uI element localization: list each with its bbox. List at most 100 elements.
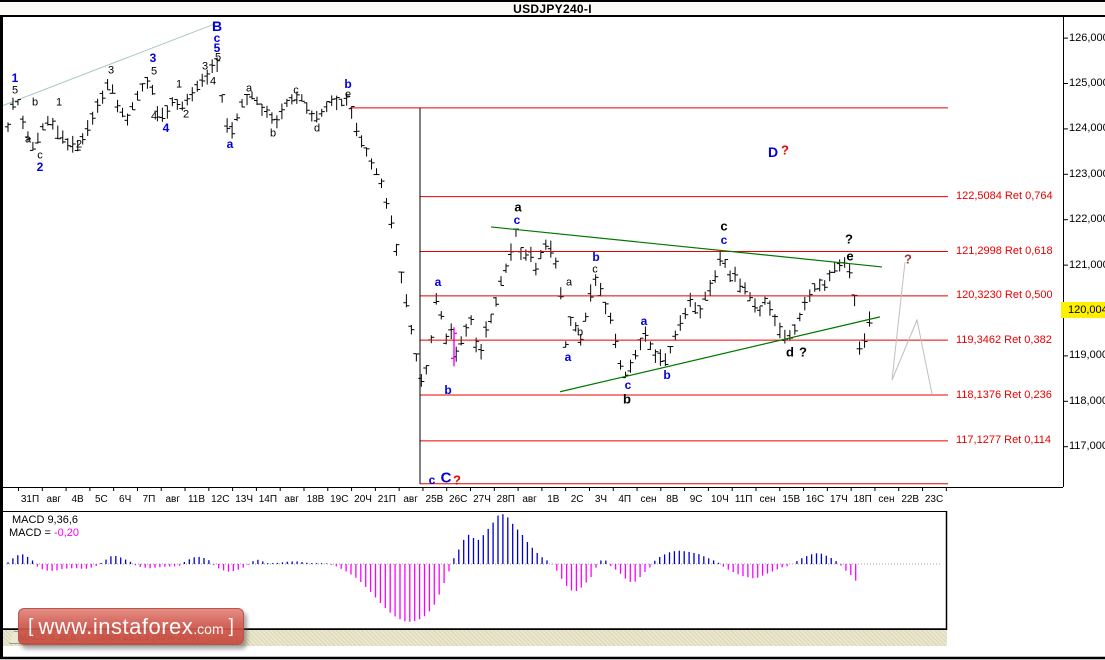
highlighted-bar xyxy=(451,327,457,367)
wave-label: 5 xyxy=(214,51,222,64)
wave-label: 2 xyxy=(182,108,190,121)
wave-label: a xyxy=(226,137,234,151)
wave-label: a xyxy=(564,350,572,364)
wave-label: c xyxy=(428,473,436,487)
y-axis-price-label: 125,000 xyxy=(1069,77,1105,89)
x-axis-date-label: 16С xyxy=(805,494,825,505)
macd-params-label: MACD 9,36,6 xyxy=(12,514,79,526)
logo-text-suffix: .com xyxy=(193,621,224,637)
wave-label: D xyxy=(767,144,779,160)
y-axis-price-label: 123,000 xyxy=(1069,167,1105,180)
x-axis-date-label: 14П xyxy=(258,494,278,505)
macd-value-prefix: MACD = xyxy=(9,527,54,539)
wave-label: b xyxy=(344,77,352,91)
y-axis-price-label: 122,000 xyxy=(1069,213,1105,226)
x-axis-date-label: 11П xyxy=(734,494,753,505)
wave-label: B xyxy=(211,18,223,34)
x-axis-date-label: 18П xyxy=(853,494,872,505)
x-axis-date-label: 9С xyxy=(689,494,703,505)
x-axis-date-label: сен xyxy=(640,494,657,505)
fibonacci-level-label: 122,5084 Ret 0,764 xyxy=(956,190,1053,203)
x-axis-date-label: 19С xyxy=(330,494,349,505)
x-axis-date-label: 3Ч xyxy=(594,494,608,505)
wave-label: 4 xyxy=(150,110,158,123)
wave-label: a xyxy=(24,133,32,146)
chart-title: USDJPY240-I xyxy=(513,1,592,16)
wave-label: b xyxy=(623,391,631,407)
wave-label: c xyxy=(293,84,299,97)
wave-label: c xyxy=(720,218,728,234)
wave-label: 2 xyxy=(75,138,83,151)
wave-label: a xyxy=(565,276,573,289)
wave-label: e xyxy=(344,88,352,101)
x-axis-date-label: авг xyxy=(522,494,537,505)
wave-label: 1 xyxy=(55,96,63,109)
x-axis-date-label: 21П xyxy=(377,494,396,505)
wave-label: c xyxy=(592,263,598,276)
y-axis-price-label: 117,000 xyxy=(1069,440,1105,453)
x-axis-date-label: авг xyxy=(403,494,418,505)
x-axis-date-label: 12С xyxy=(211,494,230,505)
y-axis-price-label: 124,000 xyxy=(1069,122,1105,135)
wave-label: a xyxy=(434,275,442,289)
x-axis-date-label: авг xyxy=(284,494,299,505)
title-bar: USDJPY240-I xyxy=(0,0,1105,17)
x-axis-date-label: 18В xyxy=(306,494,325,505)
fibonacci-level-label: 121,2998 Ret 0,618 xyxy=(956,244,1053,257)
x-axis-date-label: 4П xyxy=(618,494,632,505)
fibonacci-level-label: 120,3230 Ret 0,500 xyxy=(956,289,1053,302)
x-axis-date-label: 8В xyxy=(666,494,679,505)
x-axis-date-label: 11В xyxy=(187,494,206,505)
logo-bracket-right: ] xyxy=(228,615,234,637)
fibonacci-retracement xyxy=(350,107,948,485)
wave-label: 3 xyxy=(201,60,209,73)
wave-label: ? xyxy=(904,251,912,267)
x-axis-date-label: сен xyxy=(878,494,895,505)
x-axis-date-label: 7П xyxy=(142,494,156,505)
macd-value-label: MACD = -0,20 xyxy=(9,527,79,539)
wave-label: ? xyxy=(453,472,461,488)
wave-label: b xyxy=(444,383,452,397)
x-axis-date-label: 2С xyxy=(570,494,584,505)
x-axis-date-label: 28П xyxy=(496,494,515,505)
fibonacci-level-label: 119,3462 Ret 0,382 xyxy=(956,333,1052,346)
wave-label: b xyxy=(31,96,39,109)
wave-label: c xyxy=(720,233,728,247)
wave-label: b xyxy=(592,250,600,264)
x-axis-date-label: 23С xyxy=(924,494,944,505)
wave-label: d xyxy=(313,122,321,135)
x-axis-date-label: 1В xyxy=(547,494,560,505)
triangle-trendlines xyxy=(490,226,883,393)
x-axis-date-label: 25В xyxy=(425,494,444,505)
wave-label: 3 xyxy=(149,51,157,65)
wave-label: 1 xyxy=(175,78,183,91)
wave-label: ? xyxy=(799,344,807,360)
fibonacci-level-label: 117,1277 Ret 0,114 xyxy=(956,434,1052,447)
wave-label: 2 xyxy=(36,160,44,174)
x-axis-date-label: 10Ч xyxy=(711,494,729,505)
wave-label: 4 xyxy=(162,121,170,135)
wave-label: c xyxy=(213,31,221,45)
x-axis-date-label: 22В xyxy=(901,494,920,505)
wave-label: c xyxy=(624,378,632,392)
x-axis-date-label: 4В xyxy=(71,494,84,505)
x-axis-date-label: 5С xyxy=(94,494,108,505)
y-axis-price-label: 121,000 xyxy=(1069,258,1105,271)
macd-histogram xyxy=(7,514,857,622)
wave-label: ? xyxy=(781,142,789,158)
wave-label: b xyxy=(269,127,277,140)
x-axis-date-label: 15В xyxy=(782,494,801,505)
wave-label: 5 xyxy=(11,84,19,97)
x-axis-date-label: авг xyxy=(46,494,62,505)
logo-text: www.instaforex xyxy=(38,613,194,639)
y-axis-price-label: 126,000 xyxy=(1069,31,1105,44)
impulse-channel-line xyxy=(0,22,219,108)
wave-label: b xyxy=(576,326,584,339)
wave-label: 5 xyxy=(213,41,221,55)
instaforex-logo-watermark: [ www.instaforex .com ] xyxy=(18,608,244,645)
wave-label: a xyxy=(514,199,522,215)
y-axis-price-label: 118,000 xyxy=(1069,394,1105,407)
current-price-badge: 120,004 xyxy=(1061,302,1105,319)
wave-label: e xyxy=(846,248,854,264)
logo-bracket-left: [ xyxy=(28,615,34,637)
